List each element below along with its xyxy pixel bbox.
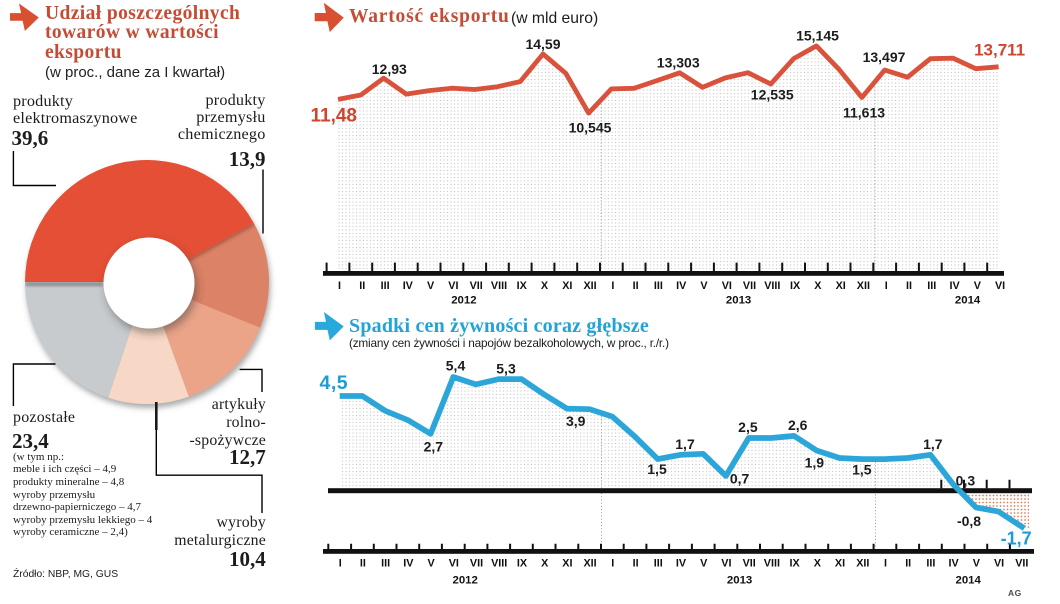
svg-text:2013: 2013: [726, 295, 751, 307]
svg-text:12,535: 12,535: [751, 87, 794, 103]
svg-text:2013: 2013: [727, 575, 752, 587]
svg-text:IX: IX: [517, 558, 528, 570]
svg-text:V: V: [427, 558, 435, 570]
svg-text:XII: XII: [583, 280, 596, 292]
svg-text:XI: XI: [836, 280, 846, 292]
svg-text:13,711: 13,711: [974, 41, 1025, 60]
svg-text:IV: IV: [676, 280, 687, 292]
svg-text:IX: IX: [517, 280, 528, 292]
svg-text:V: V: [427, 280, 435, 292]
svg-text:5,4: 5,4: [446, 358, 466, 374]
svg-text:III: III: [381, 558, 390, 570]
svg-text:XII: XII: [583, 558, 596, 570]
svg-text:VIII: VIII: [764, 280, 780, 292]
svg-text:1,9: 1,9: [805, 455, 825, 471]
svg-text:I: I: [611, 558, 614, 570]
svg-text:II: II: [906, 280, 912, 292]
svg-text:III: III: [926, 558, 935, 570]
svg-text:X: X: [541, 558, 549, 570]
svg-text:VI: VI: [721, 558, 731, 570]
svg-text:II: II: [360, 558, 366, 570]
svg-text:IV: IV: [949, 280, 960, 292]
svg-text:XI: XI: [562, 558, 572, 570]
svg-text:VI: VI: [722, 280, 732, 292]
svg-text:VIII: VIII: [491, 280, 507, 292]
svg-text:3,9: 3,9: [566, 413, 586, 429]
svg-text:X: X: [814, 558, 822, 570]
svg-text:IX: IX: [790, 280, 801, 292]
svg-text:-1,7: -1,7: [1001, 529, 1032, 549]
svg-text:X: X: [541, 280, 549, 292]
svg-text:2014: 2014: [955, 295, 981, 307]
svg-text:VII: VII: [1015, 558, 1028, 570]
svg-text:V: V: [700, 280, 708, 292]
svg-text:4,5: 4,5: [320, 372, 349, 394]
svg-text:1,7: 1,7: [675, 436, 695, 452]
svg-text:II: II: [633, 558, 639, 570]
svg-text:VI: VI: [448, 280, 458, 292]
svg-text:I: I: [611, 280, 614, 292]
svg-text:IX: IX: [789, 558, 800, 570]
svg-text:2,5: 2,5: [738, 419, 758, 435]
svg-text:I: I: [885, 280, 888, 292]
svg-text:III: III: [927, 280, 936, 292]
svg-text:I: I: [338, 280, 341, 292]
svg-text:II: II: [905, 558, 911, 570]
svg-text:I: I: [884, 558, 887, 570]
svg-text:AG: AG: [1008, 588, 1022, 598]
svg-text:IV: IV: [948, 558, 959, 570]
svg-text:VII: VII: [470, 558, 483, 570]
svg-text:XI: XI: [562, 280, 572, 292]
svg-text:10,545: 10,545: [569, 120, 612, 136]
svg-text:III: III: [654, 280, 663, 292]
svg-text:VI: VI: [995, 280, 1005, 292]
svg-text:X: X: [814, 280, 822, 292]
svg-text:13,303: 13,303: [657, 55, 700, 71]
svg-text:11,48: 11,48: [311, 105, 358, 126]
svg-text:IV: IV: [403, 280, 414, 292]
svg-text:2,7: 2,7: [424, 439, 444, 455]
svg-text:V: V: [973, 558, 981, 570]
svg-text:VIII: VIII: [764, 558, 780, 570]
svg-text:VIII: VIII: [491, 558, 507, 570]
svg-text:VI: VI: [449, 558, 459, 570]
svg-text:0,7: 0,7: [730, 471, 750, 487]
svg-text:III: III: [381, 280, 390, 292]
svg-text:III: III: [654, 558, 663, 570]
svg-text:2012: 2012: [453, 575, 478, 587]
svg-text:2,6: 2,6: [788, 417, 808, 433]
svg-text:XII: XII: [857, 280, 870, 292]
svg-text:IV: IV: [676, 558, 687, 570]
svg-text:XI: XI: [835, 558, 845, 570]
svg-text:XII: XII: [856, 558, 869, 570]
svg-text:V: V: [700, 558, 708, 570]
svg-text:13,497: 13,497: [863, 49, 906, 65]
svg-text:11,613: 11,613: [843, 105, 885, 121]
svg-text:V: V: [974, 280, 982, 292]
svg-text:VII: VII: [743, 280, 756, 292]
svg-text:1,5: 1,5: [852, 462, 872, 478]
svg-text:VII: VII: [470, 280, 483, 292]
svg-text:II: II: [359, 280, 365, 292]
svg-text:12,93: 12,93: [372, 61, 407, 77]
svg-text:14,59: 14,59: [525, 36, 560, 52]
svg-text:0,3: 0,3: [956, 473, 976, 489]
svg-text:II: II: [633, 280, 639, 292]
svg-text:1,7: 1,7: [923, 436, 943, 452]
svg-text:VII: VII: [743, 558, 756, 570]
svg-text:VI: VI: [994, 558, 1004, 570]
svg-text:2012: 2012: [451, 295, 476, 307]
svg-text:I: I: [339, 558, 342, 570]
svg-text:5,3: 5,3: [496, 361, 516, 377]
svg-text:-0,8: -0,8: [957, 513, 981, 529]
svg-text:IV: IV: [403, 558, 414, 570]
svg-text:15,145: 15,145: [796, 28, 839, 44]
svg-text:2014: 2014: [956, 575, 982, 587]
svg-text:1,5: 1,5: [647, 461, 667, 477]
